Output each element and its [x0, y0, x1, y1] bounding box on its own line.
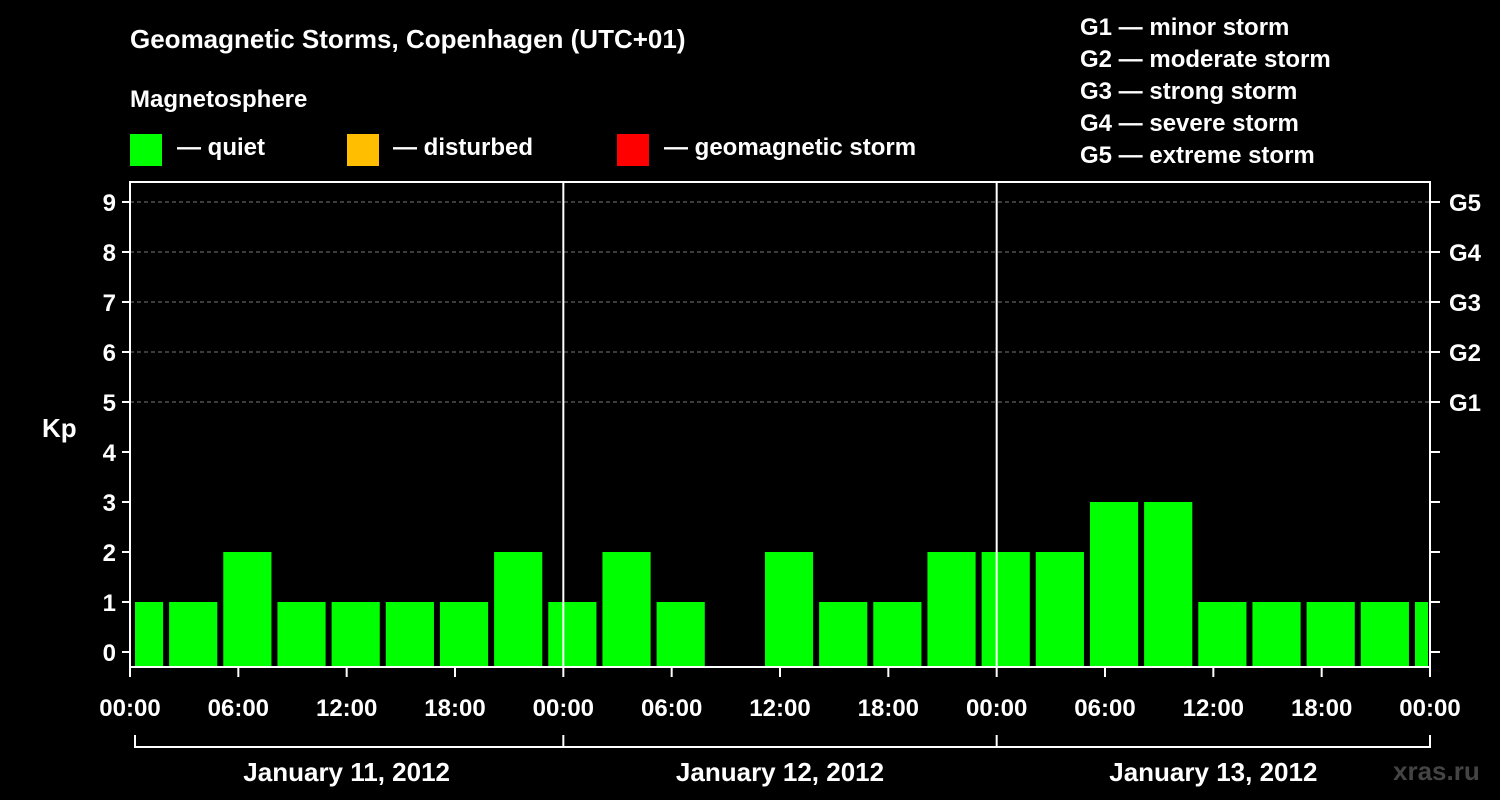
right-tick-label: G5: [1449, 190, 1481, 217]
bar: [819, 602, 868, 667]
x-tick-label: 18:00: [858, 695, 919, 722]
storm-level-g5: G5 — extreme storm: [1080, 142, 1315, 169]
right-tick-label: G2: [1449, 340, 1481, 367]
bar: [764, 552, 814, 667]
legend-swatch-storm: [617, 134, 649, 166]
y-tick-label: 4: [103, 440, 117, 467]
legend-label-quiet: — quiet: [177, 134, 265, 161]
x-tick-label: 06:00: [1074, 695, 1135, 722]
bar: [1414, 602, 1428, 667]
storm-level-g2: G2 — moderate storm: [1080, 46, 1331, 73]
bar: [494, 552, 543, 667]
right-tick-label: G4: [1449, 240, 1482, 267]
bar: [927, 552, 976, 667]
bar: [981, 552, 1030, 667]
bar: [1144, 502, 1193, 667]
bar: [1035, 552, 1084, 667]
y-tick-label: 0: [103, 640, 116, 667]
x-tick-label: 00:00: [99, 695, 160, 722]
x-tick-label: 00:00: [966, 695, 1027, 722]
day-label: January 12, 2012: [676, 757, 884, 787]
bar: [602, 552, 651, 667]
storm-level-g1: G1 — minor storm: [1080, 14, 1290, 41]
bar: [439, 602, 489, 667]
bar: [1360, 602, 1409, 667]
bar: [656, 602, 705, 667]
watermark: xras.ru: [1393, 756, 1480, 786]
right-tick-label: G3: [1449, 290, 1481, 317]
day-label: January 11, 2012: [243, 757, 450, 787]
x-tick-label: 12:00: [749, 695, 810, 722]
bar: [135, 602, 164, 667]
legend-swatch-quiet: [130, 134, 162, 166]
bar: [548, 602, 597, 667]
x-tick-label: 06:00: [641, 695, 702, 722]
y-axis-label: Kp: [42, 413, 77, 443]
chart-title: Geomagnetic Storms, Copenhagen (UTC+01): [130, 24, 686, 54]
y-tick-label: 9: [103, 190, 116, 217]
legend-label-disturbed: — disturbed: [393, 134, 534, 161]
x-tick-label: 00:00: [1399, 695, 1460, 722]
y-tick-label: 7: [103, 290, 116, 317]
x-tick-label: 06:00: [208, 695, 269, 722]
legend-title: Magnetosphere: [130, 86, 308, 113]
bar: [873, 602, 922, 667]
x-tick-label: 12:00: [1183, 695, 1244, 722]
bar: [277, 602, 326, 667]
day-label: January 13, 2012: [1109, 757, 1317, 787]
x-tick-label: 00:00: [533, 695, 594, 722]
x-tick-label: 18:00: [424, 695, 485, 722]
legend-label-storm: — geomagnetic storm: [664, 134, 917, 161]
x-tick-label: 18:00: [1291, 695, 1352, 722]
legend-swatch-disturbed: [347, 134, 379, 166]
y-tick-label: 6: [103, 340, 116, 367]
gridlines: [130, 201, 1430, 403]
y-tick-label: 5: [103, 390, 116, 417]
y-tick-label: 8: [103, 240, 116, 267]
bar: [331, 602, 380, 667]
y-tick-label: 3: [103, 490, 116, 517]
axes: 0 1 2 3 4 5 6 7 8 9 G1 G2 G3 G4 G5 00:00 06:00 12:00 18:00…: [99, 181, 1482, 787]
y-tick-label: 2: [103, 540, 116, 567]
bar: [223, 552, 272, 667]
bar: [1198, 602, 1247, 667]
storm-level-g4: G4 — severe storm: [1080, 110, 1299, 137]
bar: [169, 602, 218, 667]
bar: [1089, 502, 1139, 667]
bar: [385, 602, 434, 667]
y-tick-label: 1: [103, 590, 116, 617]
bar: [1306, 602, 1355, 667]
bar: [1252, 602, 1301, 667]
bars: [135, 502, 1428, 667]
storm-level-g3: G3 — strong storm: [1080, 78, 1298, 105]
right-tick-label: G1: [1449, 390, 1481, 417]
x-tick-label: 12:00: [316, 695, 377, 722]
